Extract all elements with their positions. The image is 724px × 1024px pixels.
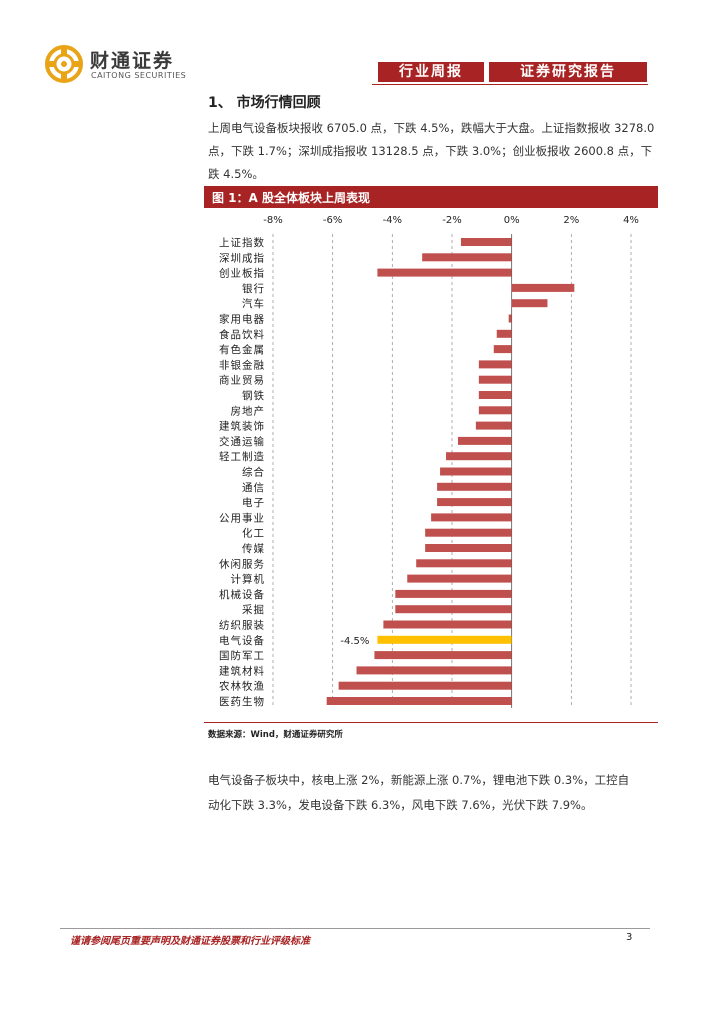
bar [377,268,512,277]
paragraph-line: 点，下跌 1.7%；深圳成指报收 13128.5 点，下跌 3.0%；创业板报收… [208,144,653,158]
x-tick-label: 0% [504,215,520,226]
bar [407,574,512,583]
category-label: 化工 [242,527,265,540]
bar [395,605,512,614]
bar [374,651,512,660]
bar [338,681,512,690]
section-title: 1、 市场行情回顾 [208,95,321,111]
figure-source: 数据来源：Wind，财通证券研究所 [208,730,343,740]
bar [383,620,512,629]
category-label: 国防军工 [219,649,265,662]
category-label: 有色金属 [219,343,265,356]
category-label: 食品饮料 [219,328,265,341]
x-tick-label: 2% [563,215,579,226]
category-label: 采掘 [242,603,265,616]
bar [395,589,512,598]
category-label: 银行 [242,282,265,295]
category-label: 农林牧渔 [219,680,265,693]
paragraph-line: 动化下跌 3.3%，发电设备下跌 6.3%，风电下跌 7.6%，光伏下跌 7.9… [208,798,593,812]
report-type-tag: 行业周报 [378,62,484,82]
category-label: 建筑装饰 [219,420,265,433]
brand-name-cn: 财通证券 [90,50,175,72]
category-label: 休闲服务 [219,557,265,570]
highlight-data-label: -4.5% [340,636,369,647]
bar-highlighted [377,635,512,644]
category-label: 纺织服装 [219,619,265,632]
caitong-logo-icon [45,45,83,83]
bar [437,482,512,491]
category-label: 上证指数 [219,236,265,249]
bar [437,498,512,507]
bar [440,467,512,476]
paragraph-line: 上周电气设备板块报收 6705.0 点，下跌 4.5%，跌幅大于大盘。上证指数报… [208,121,655,135]
category-label: 电气设备 [219,634,265,647]
figure-bottom-rule [204,722,658,723]
bar [478,391,512,399]
category-label: 家用电器 [219,313,265,326]
category-label: 计算机 [231,573,266,586]
bar [457,436,512,445]
category-label: 电子 [242,496,265,509]
category-label: 综合 [242,466,265,479]
category-label: 钢铁 [242,389,265,402]
category-label: 汽车 [242,297,265,310]
category-label: 房地产 [231,404,266,417]
bar [460,238,512,246]
footer-divider [60,928,650,929]
x-tick-label: -2% [442,215,461,226]
bar [478,375,512,384]
bar [493,345,512,354]
bar [508,314,512,323]
bar [356,666,512,675]
category-label: 轻工制造 [219,450,265,463]
category-label: 医药生物 [219,695,265,708]
paragraph-line: 跌 4.5%。 [208,167,264,181]
report-category-tag: 证券研究报告 [489,62,647,82]
bar [446,452,512,461]
category-label: 建筑材料 [219,664,265,677]
category-label: 公用事业 [219,511,265,524]
header-divider [372,84,648,85]
paragraph-line: 电气设备子板块中，核电上涨 2%，新能源上涨 0.7%，锂电池下跌 0.3%，工… [208,773,630,787]
category-label: 传媒 [242,542,265,555]
category-label: 深圳成指 [219,251,265,264]
category-label: 机械设备 [219,588,265,601]
figure-title-bar: 图 1：A 股全体板块上周表现 [204,186,658,208]
bar [431,513,512,522]
bar [422,253,512,262]
bar [511,299,548,308]
bar [478,360,512,369]
x-tick-label: -4% [383,215,402,226]
category-label: 商业贸易 [219,374,265,387]
x-tick-label: -6% [323,215,342,226]
category-label: 通信 [242,482,265,494]
page-number: 3 [626,932,633,943]
x-tick-label: 4% [623,215,639,226]
category-label: 非银金融 [219,358,265,371]
company-logo: 财通证券 CAITONG SECURITIES [44,44,204,88]
bar [511,283,575,292]
category-label: 创业板指 [219,267,265,280]
bar [478,406,512,415]
brand-name-en: CAITONG SECURITIES [91,71,187,80]
x-tick-label: -8% [263,215,282,226]
bar [496,329,512,338]
bar [425,528,512,537]
bar [416,559,512,568]
bar [425,544,512,552]
bar [326,697,512,705]
figure-title: 图 1：A 股全体板块上周表现 [212,191,370,205]
bar [475,421,512,430]
footer-disclaimer: 谨请参阅尾页重要声明及财通证券股票和行业评级标准 [70,936,310,947]
category-label: 交通运输 [219,435,265,448]
